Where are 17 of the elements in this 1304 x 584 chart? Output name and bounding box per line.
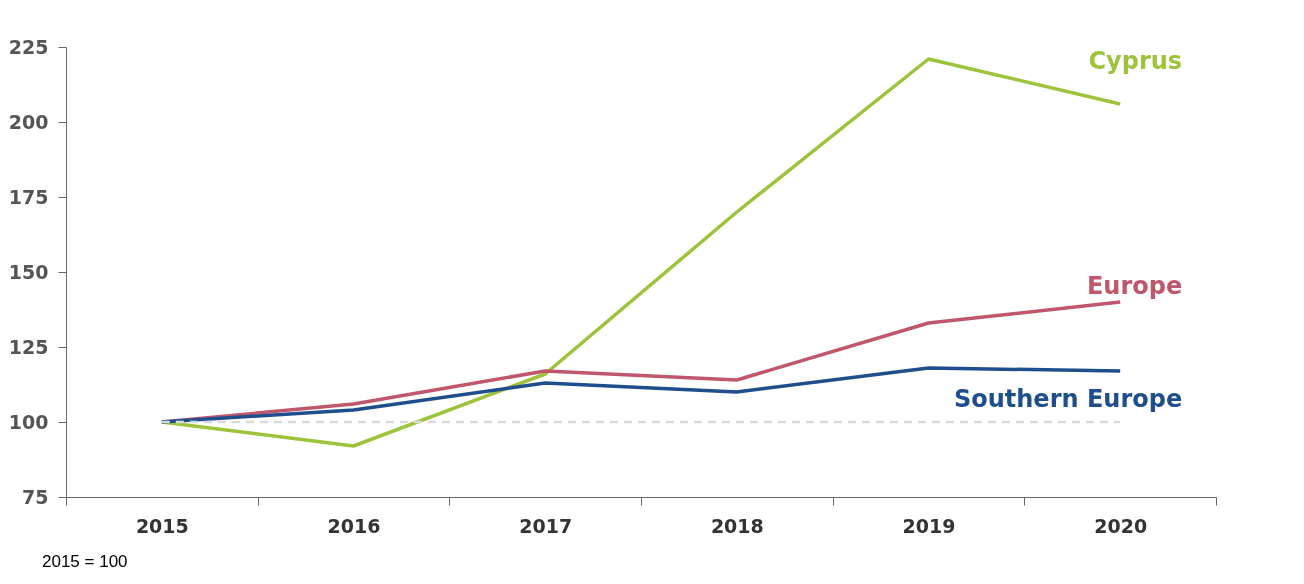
y-tick-label: 225 bbox=[8, 35, 49, 58]
y-tick-label: 125 bbox=[8, 335, 49, 358]
series-label: Europe bbox=[1086, 272, 1183, 300]
y-tick-label: 100 bbox=[8, 410, 49, 433]
x-tick-label: 2018 bbox=[710, 514, 764, 537]
x-tick-label: 2020 bbox=[1094, 514, 1148, 537]
series-label: Southern Europe bbox=[953, 385, 1183, 413]
y-tick-label: 200 bbox=[8, 110, 49, 133]
y-tick-label: 150 bbox=[8, 260, 49, 283]
series-label: Cyprus bbox=[1088, 47, 1183, 75]
x-tick-label: 2016 bbox=[327, 514, 381, 537]
y-tick-label: 175 bbox=[8, 185, 49, 208]
x-tick-label: 2019 bbox=[902, 514, 956, 537]
x-tick-label: 2015 bbox=[135, 514, 189, 537]
x-tick-label: 2017 bbox=[519, 514, 573, 537]
y-tick-label: 75 bbox=[22, 485, 49, 508]
text: 2015 = 100 bbox=[42, 552, 128, 572]
